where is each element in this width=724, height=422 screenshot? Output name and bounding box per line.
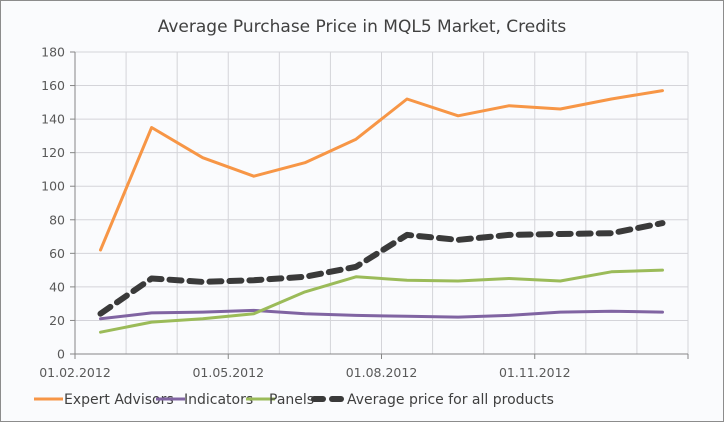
x-tick-label: 01.02.2012 [39,365,111,380]
x-tick-label: 01.05.2012 [192,365,264,380]
grid [75,51,689,354]
legend-label: Expert Advisors [64,392,174,408]
series-line-indicators [99,308,664,321]
chart-title: Average Purchase Price in MQL5 Market, C… [158,17,567,37]
y-tick-label: 160 [41,78,65,93]
legend: Expert Advisors Indicators Panels Average p… [34,392,554,408]
legend-item[interactable]: Expert Advisors [34,392,174,408]
legend-item[interactable]: Panels [246,392,314,408]
legend-item[interactable]: Average price for all products [311,392,554,408]
y-tick-label: 40 [49,279,65,294]
legend-label: Panels [269,392,314,408]
legend-label: Average price for all products [347,392,554,408]
y-tick-label: 60 [49,246,65,261]
x-tick-label: 01.08.2012 [346,365,418,380]
y-tick-label: 180 [41,45,65,60]
y-tick-label: 100 [41,179,65,194]
series-line-panels [99,268,664,334]
y-tick-label: 120 [41,145,65,160]
series-lines [97,89,666,334]
legend-item[interactable]: Indicators [156,392,253,408]
legend-label: Indicators [184,392,253,408]
series-line-expert-advisors [99,89,664,252]
x-tick-label: 01.11.2012 [499,365,571,380]
axes: 0 20 40 60 80 100 120 140 160 180 01.02.2012 01.05.… [39,45,689,380]
y-tick-label: 0 [57,347,65,362]
series-line-average-price-for-all-products [97,220,666,317]
y-tick-label: 80 [49,212,65,227]
y-tick-label: 140 [41,112,65,127]
y-tick-label: 20 [49,313,65,328]
